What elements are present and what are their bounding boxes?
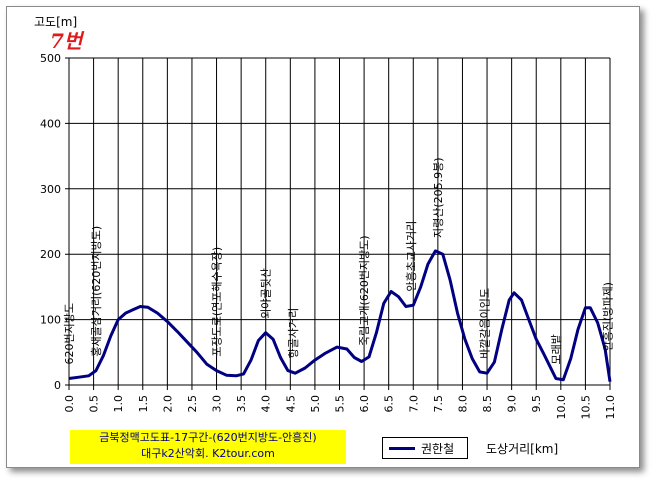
annotation-label: 620번지방도 [63, 303, 76, 364]
y-tick-label: 400 [40, 117, 61, 130]
legend-swatch [389, 447, 415, 450]
x-tick-label: 6.5 [383, 395, 396, 413]
x-tick-label: 4.5 [284, 395, 297, 413]
x-tick-label: 7.5 [432, 395, 445, 413]
x-tick-label: 1.0 [112, 395, 125, 413]
x-tick-label: 1.5 [137, 395, 150, 413]
annotation-label: 포장도로(연포해수욕장) [210, 247, 224, 357]
x-tick-label: 11.0 [604, 395, 617, 420]
annotation-label: 안흥진(방파제) [601, 282, 615, 351]
y-tick-label: 200 [40, 248, 61, 261]
annotation-label: 바깥갈음이입도 [478, 288, 492, 359]
y-tick-label: 100 [40, 314, 61, 327]
x-tick-label: 6.0 [358, 395, 371, 413]
x-tick-label: 5.5 [334, 395, 347, 413]
legend-label: 권한철 [421, 442, 455, 456]
y-tick-label: 0 [54, 379, 61, 392]
series-line [68, 249, 612, 382]
annotation-label: 향골사거리 [287, 308, 300, 359]
chart-title-box: 금북정맥고도표-17구간-(620번지방도-안흥진) 대구k2산악회. K2to… [70, 430, 346, 464]
x-tick-label: 10.5 [579, 395, 592, 420]
annotation-label: 모래밭 [550, 334, 563, 364]
x-tick-label: 2.5 [186, 395, 199, 413]
y-axis-label: 고도[m] [34, 15, 78, 29]
handwritten-note: 7번 [50, 29, 83, 53]
annotation-label: 외야골뒷산 [260, 268, 273, 319]
chart-title: 금북정맥고도표-17구간-(620번지방도-안흥진) [99, 431, 317, 444]
x-axis-label: 도상거리[km] [486, 442, 559, 456]
x-tick-label: 4.0 [260, 395, 273, 413]
x-tick-label: 0.5 [88, 395, 101, 413]
legend: 권한철 [382, 437, 468, 459]
x-tick-label: 7.0 [407, 395, 420, 413]
x-tick-label: 10.0 [555, 395, 568, 420]
annotation-label: 홍새골삼거리(620번지방도) [89, 226, 103, 357]
chart-subtitle: 대구k2산악회. K2tour.com [141, 447, 275, 460]
annotation-label: 안흥초교사거리 [404, 221, 418, 292]
x-tick-label: 9.0 [506, 395, 519, 413]
annotation-label: 죽림고개(620번지방도) [358, 235, 371, 346]
x-tick-label: 5.0 [309, 395, 322, 413]
y-tick-label: 500 [40, 52, 61, 65]
x-tick-label: 9.5 [530, 395, 543, 413]
x-tick-label: 3.5 [235, 395, 248, 413]
x-tick-label: 8.0 [456, 395, 469, 413]
y-tick-label: 300 [40, 183, 61, 196]
x-tick-label: 8.5 [481, 395, 494, 413]
annotation-label: 지령산(205.9봉) [432, 157, 445, 238]
x-tick-label: 3.0 [211, 395, 224, 413]
x-tick-label: 0.0 [63, 395, 76, 413]
x-tick-label: 2.0 [161, 395, 174, 413]
